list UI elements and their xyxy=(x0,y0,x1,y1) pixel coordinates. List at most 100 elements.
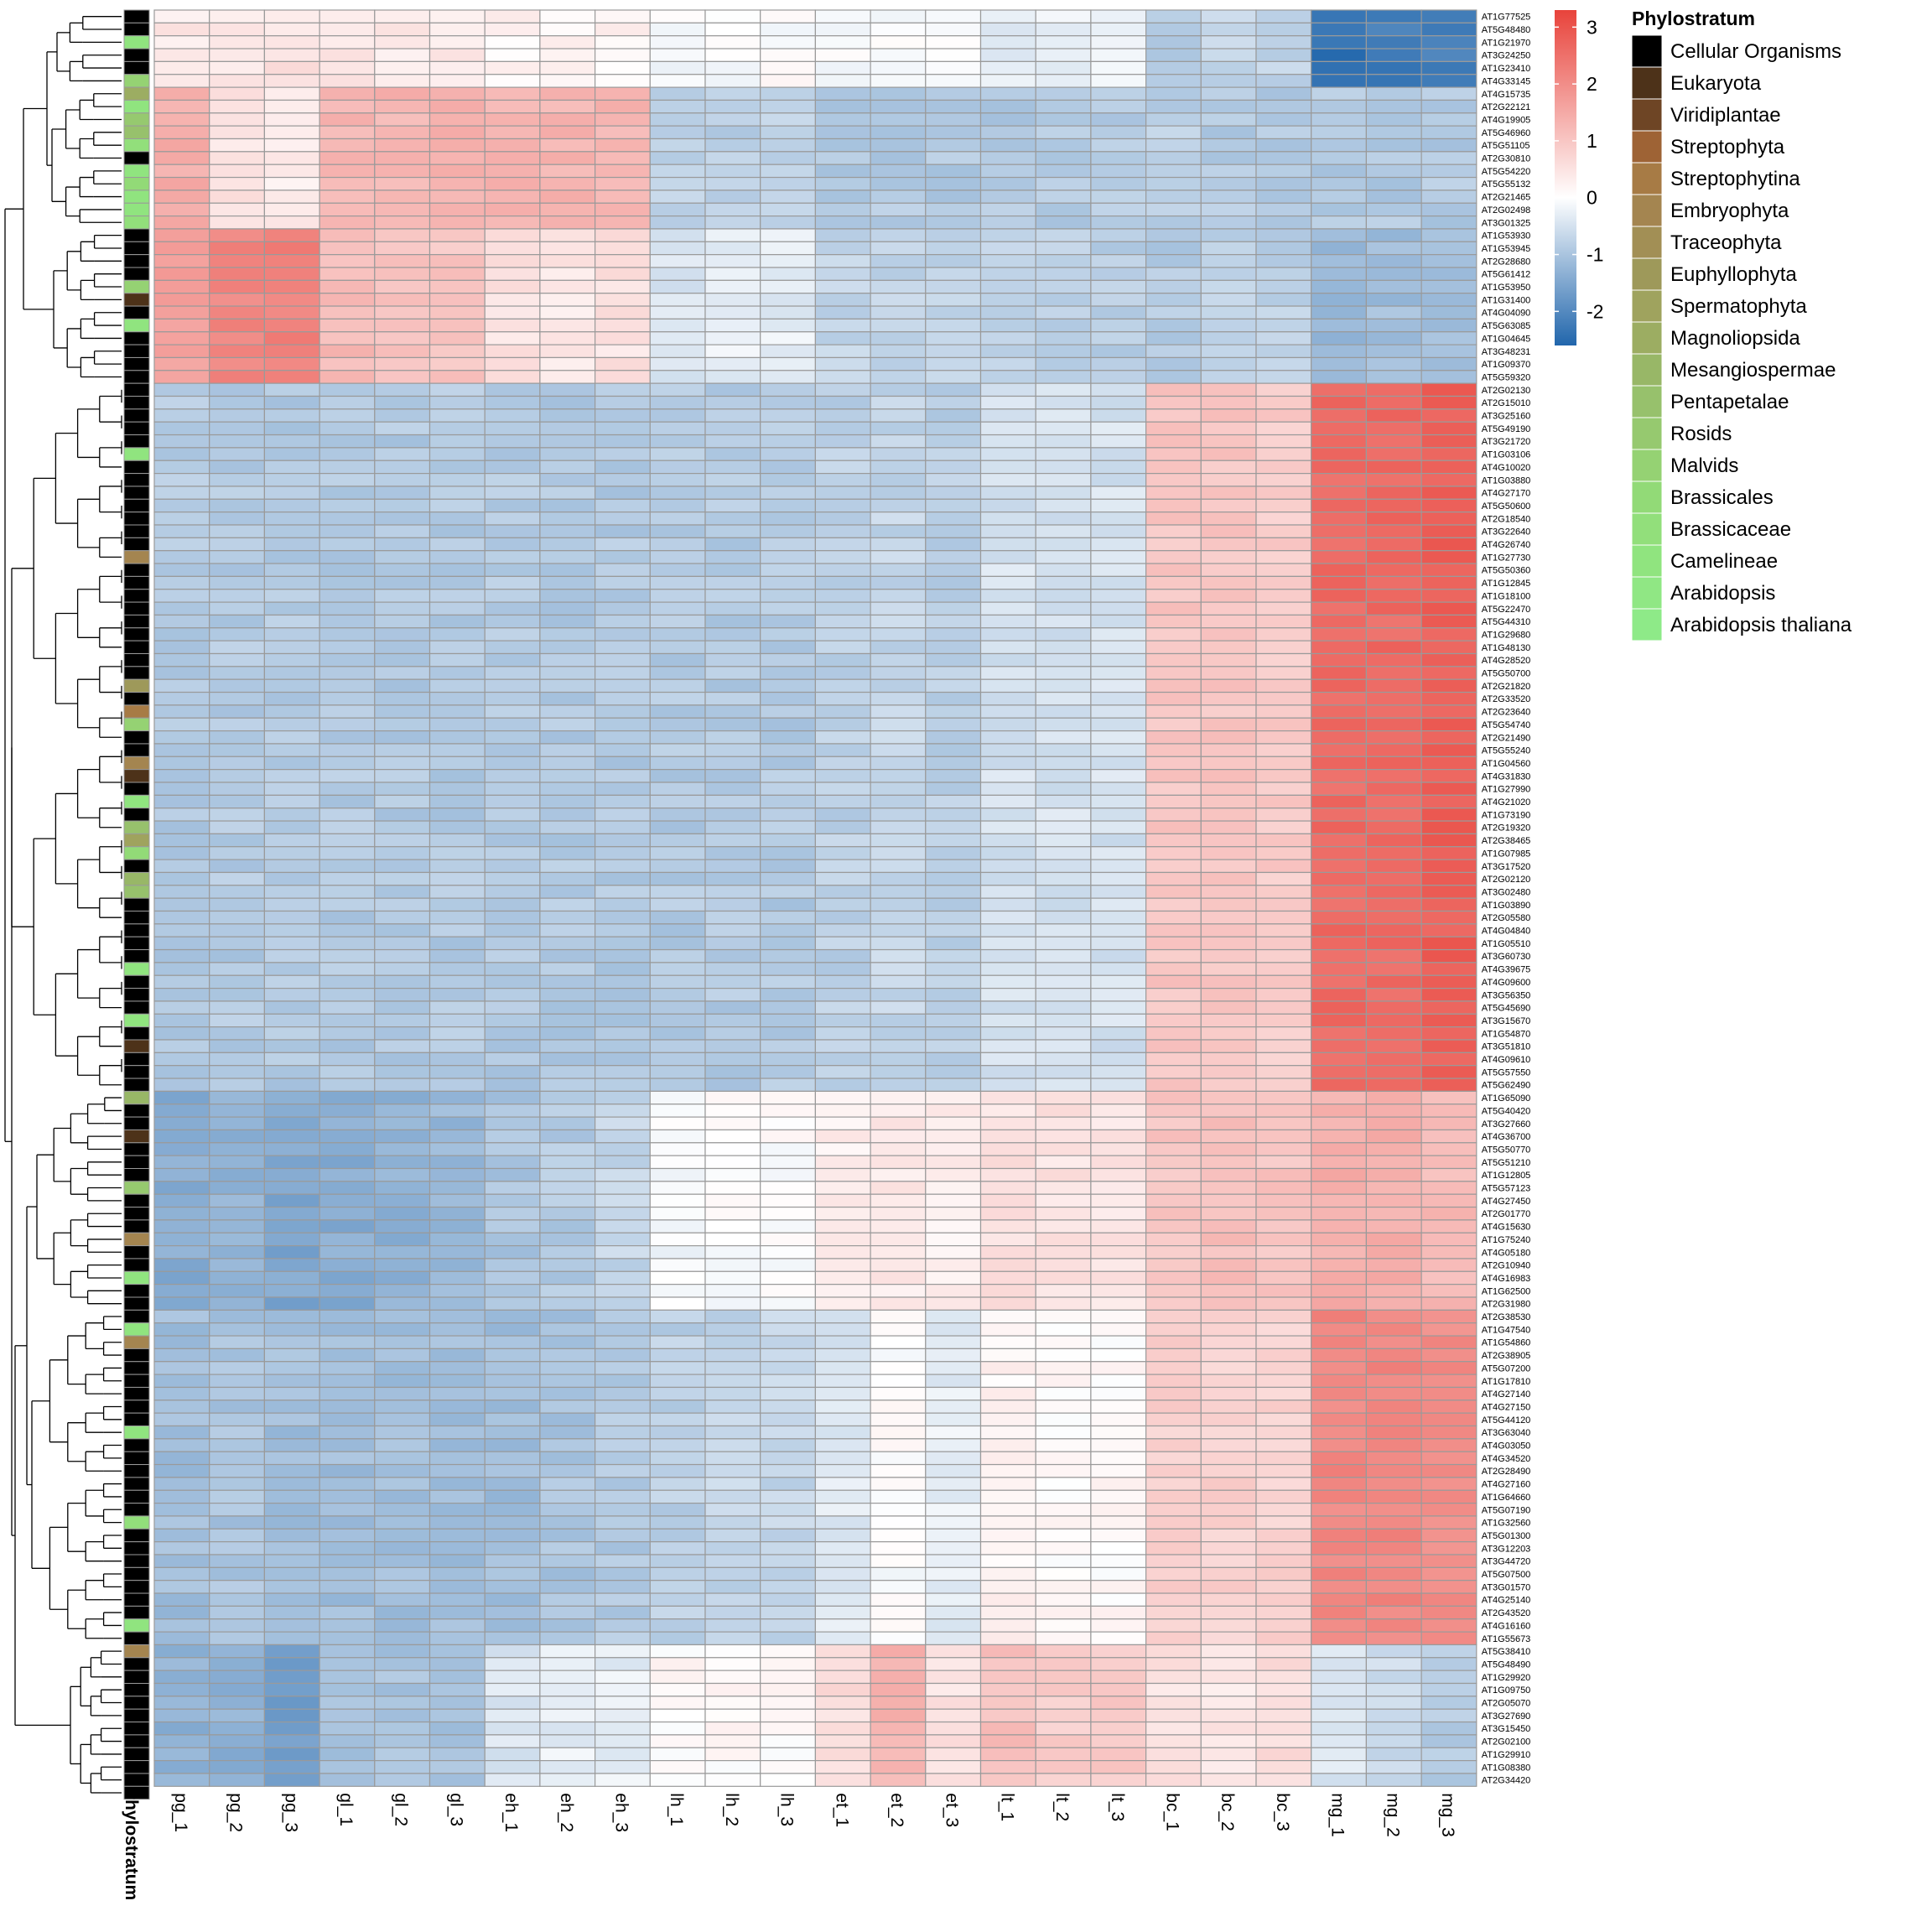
heatmap-cell xyxy=(704,1052,761,1067)
heatmap-cell xyxy=(925,60,982,75)
heatmap-cell xyxy=(1311,563,1367,577)
heatmap-cell xyxy=(1255,125,1312,140)
heatmap-cell xyxy=(374,1580,431,1594)
heatmap-cell xyxy=(374,1270,431,1285)
heatmap-cell xyxy=(594,537,651,552)
heatmap-cell xyxy=(594,1566,651,1581)
heatmap-cell xyxy=(1255,1296,1312,1311)
heatmap-cell xyxy=(979,589,1036,603)
heatmap-cell xyxy=(1420,447,1478,461)
heatmap-cell xyxy=(263,627,320,641)
heatmap-cell xyxy=(760,678,817,693)
heatmap-cell xyxy=(1090,962,1147,976)
heatmap-cell xyxy=(814,1670,871,1685)
heatmap-cell xyxy=(484,782,541,796)
heatmap-cell xyxy=(539,48,596,62)
heatmap-cell xyxy=(594,112,651,127)
heatmap-cell xyxy=(1090,48,1147,62)
heatmap-cell xyxy=(649,1284,706,1298)
heatmap-cell xyxy=(263,936,320,951)
gene-label: AT1G48130 xyxy=(1482,643,1531,653)
heatmap-cell xyxy=(979,472,1036,487)
heatmap-cell xyxy=(209,1232,265,1247)
heatmap-cell xyxy=(263,216,320,230)
heatmap-cell xyxy=(594,356,651,371)
heatmap-cell xyxy=(1311,1284,1367,1298)
heatmap-cell xyxy=(1035,1566,1092,1581)
heatmap-cell xyxy=(1090,176,1147,191)
heatmap-cell xyxy=(594,1052,651,1067)
heatmap-cell xyxy=(1145,382,1202,397)
heatmap-cell xyxy=(209,9,265,23)
heatmap-cell xyxy=(1420,1270,1478,1285)
heatmap-cell xyxy=(1035,537,1092,552)
heatmap-cell xyxy=(374,885,431,899)
heatmap-cell xyxy=(153,1309,210,1324)
heatmap-cell xyxy=(484,717,541,732)
heatmap-cell xyxy=(428,74,486,88)
heatmap-cell xyxy=(1090,1412,1147,1427)
heatmap-cell xyxy=(1365,512,1422,526)
heatmap-cell xyxy=(870,1554,927,1568)
heatmap-cell xyxy=(979,447,1036,461)
heatmap-cell xyxy=(1255,652,1312,667)
heatmap-cell xyxy=(594,1322,651,1337)
phylostratum-cell xyxy=(123,1348,150,1363)
heatmap-cell xyxy=(704,318,761,333)
heatmap-cell xyxy=(704,691,761,706)
heatmap-cell xyxy=(1420,1592,1478,1607)
heatmap-cell xyxy=(704,331,761,345)
heatmap-cell xyxy=(1035,486,1092,500)
heatmap-cell xyxy=(925,241,982,256)
heatmap-cell xyxy=(979,1477,1036,1491)
heatmap-cell xyxy=(428,1670,486,1685)
heatmap-cell xyxy=(153,472,210,487)
heatmap-cell xyxy=(1365,1296,1422,1311)
heatmap-cell xyxy=(153,846,210,860)
heatmap-cell xyxy=(925,885,982,899)
heatmap-cell xyxy=(319,1065,376,1079)
heatmap-cell xyxy=(1200,808,1257,822)
heatmap-cell xyxy=(428,936,486,951)
heatmap-cell xyxy=(153,1618,210,1633)
heatmap-cell xyxy=(1200,704,1257,719)
heatmap-cell xyxy=(539,962,596,976)
heatmap-cell xyxy=(1420,1104,1478,1118)
heatmap-cell xyxy=(760,846,817,860)
heatmap-cell xyxy=(319,9,376,23)
heatmap-cell xyxy=(649,1232,706,1247)
heatmap-cell xyxy=(1200,498,1257,513)
heatmap-cell xyxy=(760,1219,817,1233)
heatmap-cell xyxy=(374,254,431,268)
heatmap-cell xyxy=(263,1657,320,1671)
heatmap-cell xyxy=(1145,1104,1202,1118)
heatmap-cell xyxy=(1200,1155,1257,1170)
heatmap-cell xyxy=(153,460,210,475)
heatmap-cell xyxy=(1200,382,1257,397)
heatmap-cell xyxy=(594,395,651,410)
heatmap-cell xyxy=(760,305,817,319)
heatmap-cell xyxy=(319,60,376,75)
heatmap-cell xyxy=(1090,859,1147,874)
heatmap-cell xyxy=(1255,691,1312,706)
heatmap-cell xyxy=(925,1580,982,1594)
heatmap-cell xyxy=(153,331,210,345)
heatmap-cell xyxy=(1090,1244,1147,1259)
heatmap-cell xyxy=(760,370,817,384)
heatmap-cell xyxy=(374,756,431,771)
heatmap-cell xyxy=(1145,254,1202,268)
heatmap-cell xyxy=(649,1708,706,1723)
gene-label: AT3G63040 xyxy=(1482,1428,1531,1438)
heatmap-cell xyxy=(374,1193,431,1208)
heatmap-cell xyxy=(1255,1193,1312,1208)
heatmap-cell xyxy=(1145,1502,1202,1517)
gene-label: AT5G44120 xyxy=(1482,1415,1531,1426)
heatmap-cell xyxy=(704,486,761,500)
phylostratum-cell xyxy=(123,1438,150,1452)
heatmap-cell xyxy=(1200,1052,1257,1067)
heatmap-cell xyxy=(760,331,817,345)
heatmap-cell xyxy=(539,344,596,359)
heatmap-cell xyxy=(209,1463,265,1478)
heatmap-cell xyxy=(814,640,871,655)
heatmap-cell xyxy=(1090,1580,1147,1594)
